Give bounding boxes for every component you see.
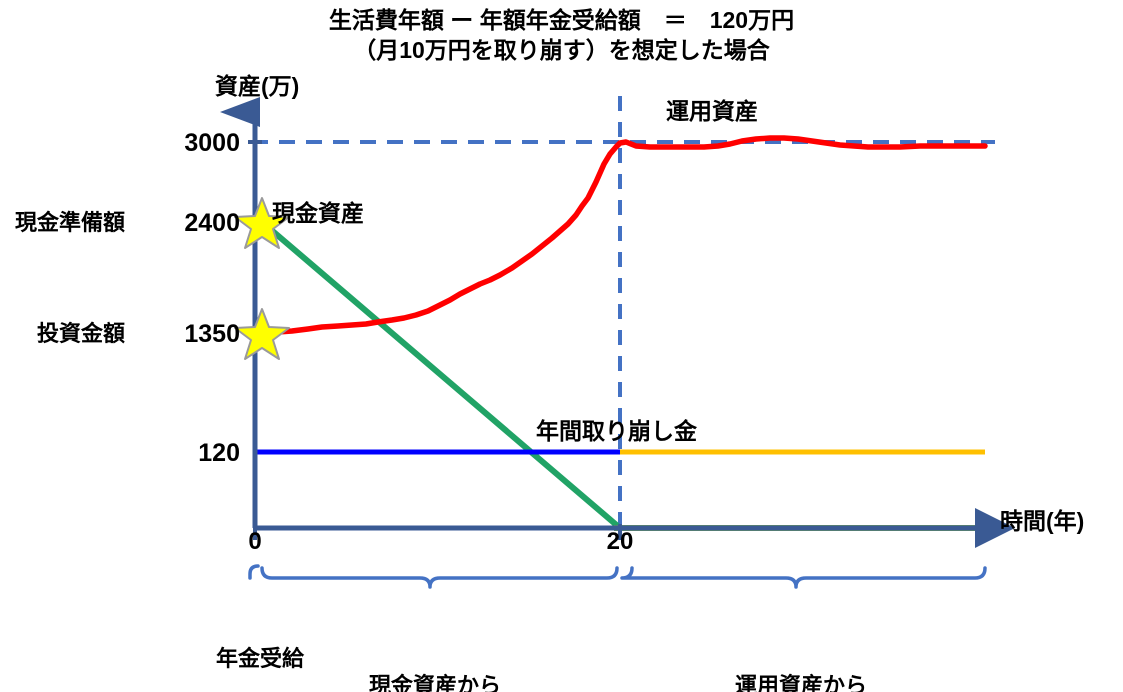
y-tick-label-1350: 1350 [184, 320, 240, 348]
bracket-label-pension-start: 年金受給 スタート [180, 586, 340, 692]
x-tick-label-20: 20 [606, 528, 634, 555]
y-tick-label-120: 120 [198, 439, 240, 467]
bracket-label-pension-start-line1: 年金受給 [215, 646, 304, 672]
x-tick-label-0: 0 [248, 528, 262, 555]
series-label-annual-withdrawal: 年間取り崩し金 [536, 418, 697, 444]
x-axis-title: 時間(年) [1000, 508, 1085, 534]
marker-star-cash-reserve [234, 197, 290, 249]
marker-star-investment [234, 308, 290, 360]
series-line-managed-asset [259, 135, 988, 336]
series-label-managed-asset: 運用資産 [666, 98, 758, 124]
series-label-cash-asset: 現金資産 [272, 200, 364, 226]
bracket-cash-period [260, 566, 619, 589]
bracket-managed-period [620, 566, 987, 589]
y-tick-label-2400: 2400 [184, 209, 240, 237]
series-line-cash-asset [259, 219, 623, 531]
bracket-label-cash-period-line1: 現金資産から [368, 673, 501, 692]
title-line-1: 生活費年額 ー 年額年金受給額 ＝ 120万円 [328, 7, 795, 33]
bracket-label-managed-period: 運用資産から 取り崩す期間 [706, 613, 896, 692]
side-label-cash-reserve: 現金準備額 [14, 210, 125, 235]
bracket-label-cash-period: 現金資産から 取り崩す期間 [340, 613, 530, 692]
y-tick-label-3000: 3000 [184, 129, 240, 157]
title-line-2: （月10万円を取り崩す）を想定した場合 [353, 37, 770, 63]
bracket-label-managed-period-line1: 運用資産から [734, 673, 867, 692]
bracket-pension-start [248, 564, 260, 580]
y-axis-title: 資産(万) [215, 73, 300, 99]
side-label-investment-amount: 投資金額 [36, 321, 125, 346]
